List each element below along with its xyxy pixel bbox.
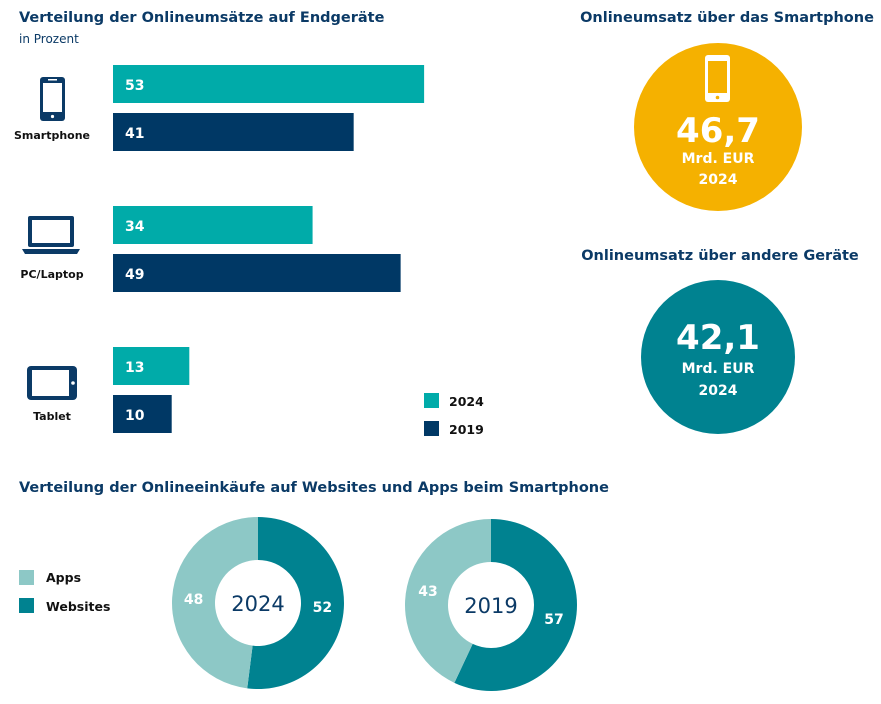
kpi-value: 46,7 bbox=[676, 111, 760, 151]
smartphone-icon bbox=[40, 77, 65, 121]
donut-value-websites: 52 bbox=[313, 600, 332, 616]
donut-center-label: 2019 bbox=[464, 594, 517, 618]
kpi-year: 2024 bbox=[699, 172, 738, 188]
bar-2019 bbox=[113, 113, 354, 151]
bar-2019 bbox=[113, 395, 172, 433]
donut-slice-apps bbox=[405, 519, 491, 683]
legend-swatch-websites bbox=[19, 598, 34, 613]
donut-slice-websites bbox=[247, 517, 345, 689]
bar-2024 bbox=[113, 347, 190, 385]
bar-value-label: 41 bbox=[125, 126, 144, 142]
bar-2024 bbox=[113, 65, 425, 103]
bar-2019 bbox=[113, 254, 401, 292]
tablet-icon bbox=[27, 366, 77, 400]
kpi-unit: Mrd. EUR bbox=[682, 361, 755, 377]
donut-value-apps: 43 bbox=[418, 584, 437, 600]
kpi-unit: Mrd. EUR bbox=[682, 151, 755, 167]
kpi-value: 42,1 bbox=[676, 318, 760, 358]
legend-swatch-2024 bbox=[424, 393, 439, 408]
legend-swatch-apps bbox=[19, 570, 34, 585]
donut-section-title: Verteilung der Onlineeinkäufe auf Websit… bbox=[19, 480, 609, 496]
legend-label-websites: Websites bbox=[46, 599, 110, 614]
donut-center-label: 2024 bbox=[231, 592, 284, 616]
bar-value-label: 49 bbox=[125, 267, 144, 283]
donut-slice-apps bbox=[172, 517, 258, 689]
legend-swatch-2019 bbox=[424, 421, 439, 436]
laptop-icon bbox=[22, 216, 80, 254]
bar-chart-subtitle: in Prozent bbox=[19, 32, 79, 46]
donut-value-websites: 57 bbox=[544, 612, 563, 628]
bar-chart-title: Verteilung der Onlineumsätze auf Endgerä… bbox=[19, 10, 385, 26]
bar-value-label: 13 bbox=[125, 360, 144, 376]
bar-2024 bbox=[113, 206, 313, 244]
legend-label-apps: Apps bbox=[46, 570, 81, 585]
kpi-circle-other bbox=[641, 280, 795, 434]
kpi-title: Onlineumsatz über das Smartphone bbox=[580, 10, 874, 26]
kpi-title: Onlineumsatz über andere Geräte bbox=[581, 248, 859, 264]
bar-value-label: 34 bbox=[125, 219, 145, 235]
bar-value-label: 53 bbox=[125, 78, 144, 94]
kpi-circle-smartphone bbox=[634, 43, 802, 211]
category-label: PC/Laptop bbox=[20, 268, 83, 281]
smartphone-icon bbox=[705, 55, 730, 102]
kpi-year: 2024 bbox=[699, 383, 738, 399]
donut-value-apps: 48 bbox=[184, 592, 203, 608]
donut-slice-websites bbox=[454, 519, 577, 691]
legend-label-2024: 2024 bbox=[449, 394, 484, 409]
bar-value-label: 10 bbox=[125, 408, 145, 424]
category-label: Tablet bbox=[33, 410, 71, 423]
category-label: Smartphone bbox=[14, 129, 90, 142]
legend-label-2019: 2019 bbox=[449, 422, 484, 437]
